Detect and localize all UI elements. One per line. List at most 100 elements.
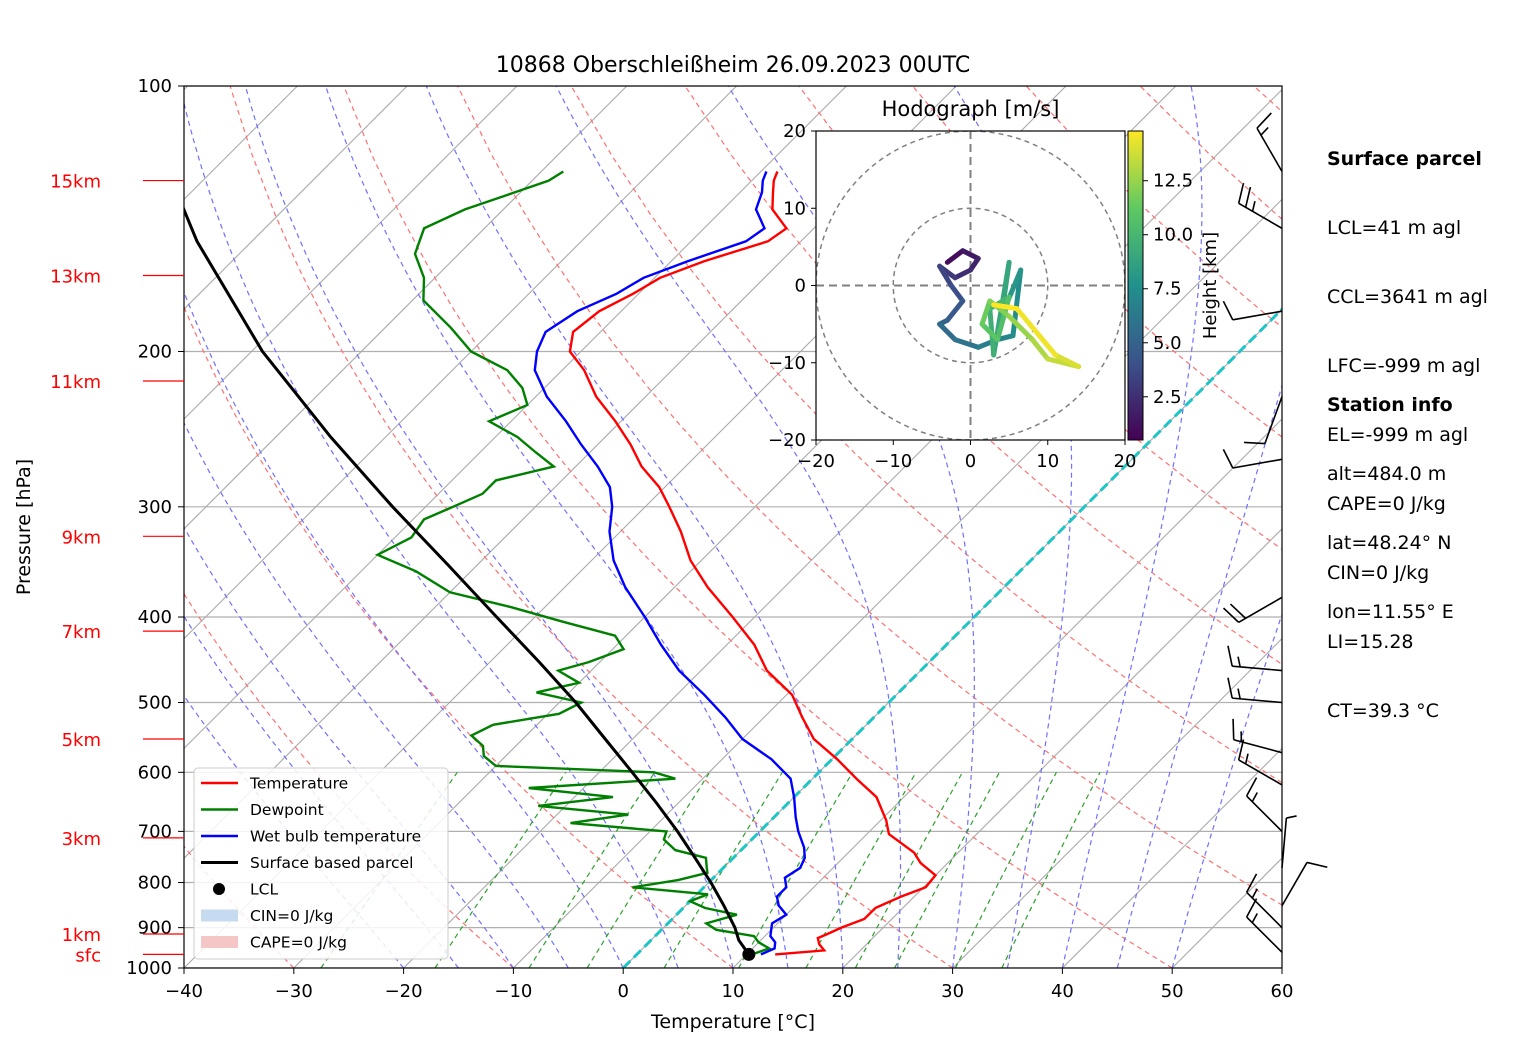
- hodograph-x-tick-label: 20: [1114, 451, 1137, 472]
- hodograph-trace: [991, 302, 1020, 312]
- mixing-ratio-line: [434, 771, 567, 968]
- isotherm-line: [184, 86, 737, 640]
- hodograph-ring: [892, 207, 1049, 364]
- hodograph-trace: [937, 321, 958, 343]
- barb-half: [1251, 913, 1258, 924]
- hodograph-trace: [1006, 313, 1035, 343]
- wind-barb: [1222, 300, 1283, 321]
- moist-adiabat: [1171, 612, 1282, 968]
- barb-flag: [1237, 182, 1245, 204]
- hodograph-trace: [979, 321, 1001, 343]
- y-axis-label: Pressure [hPa]: [13, 459, 35, 595]
- x-tick-label: 60: [1271, 981, 1294, 1002]
- moist-adiabat: [325, 86, 789, 968]
- legend-label: Surface based parcel: [250, 854, 413, 872]
- height-label: 3km: [62, 829, 101, 850]
- wind-barb: [1227, 677, 1283, 704]
- wind-barb: [1245, 777, 1283, 832]
- legend-label: CAPE=0 J/kg: [250, 934, 347, 952]
- legend-swatch: [213, 883, 225, 895]
- barb-staff: [1232, 697, 1283, 704]
- height-label: 7km: [62, 622, 101, 643]
- barb-flag: [1227, 677, 1233, 699]
- hodograph-plot: [816, 131, 1125, 440]
- wind-barb: [1222, 596, 1283, 624]
- colorbar-tick-label: 2.5: [1153, 387, 1182, 408]
- barb-staff: [1232, 310, 1283, 321]
- y-tick-label: 700: [138, 821, 172, 842]
- legend-swatch: [201, 909, 238, 922]
- surface-parcel-title: Surface parcel: [1327, 148, 1482, 170]
- barb-staff: [1232, 665, 1283, 672]
- station-info-line: lon=11.55° E: [1327, 601, 1454, 623]
- lcl-point: [742, 947, 756, 961]
- y-tick-label: 500: [138, 692, 172, 713]
- series-line: [533, 171, 807, 956]
- barb-flag: [1237, 739, 1245, 761]
- wind-barb: [1237, 739, 1283, 786]
- height-label: sfc: [75, 945, 101, 966]
- x-tick-label: 30: [941, 981, 964, 1002]
- hodograph-trace: [1052, 352, 1082, 370]
- hodograph-trace: [952, 267, 973, 281]
- barb-flag: [1244, 441, 1265, 445]
- colorbar-tick-label: 5.0: [1153, 333, 1182, 354]
- wind-barb: [1281, 861, 1328, 907]
- y-tick-label: 300: [138, 497, 172, 518]
- hodograph-x-tick-label: −10: [874, 451, 912, 472]
- barb-flag: [1229, 603, 1247, 619]
- barb-staff: [1246, 795, 1283, 832]
- barb-flag: [1227, 645, 1233, 667]
- surface-parcel-line: CIN=0 J/kg: [1327, 562, 1430, 584]
- barb-staff: [1256, 127, 1283, 172]
- barb-flag: [1232, 718, 1235, 740]
- axes: −40 −30 −20 −10 0 10 20 30 40 50 60100200300400500…: [50, 76, 1293, 1002]
- mixing-ratio-line: [586, 771, 711, 968]
- barb-flag: [1306, 861, 1328, 869]
- hodograph-inset: −20−20 −10 −10 0 0 10 10 20 20 Hodograph [m/s] 2.5…: [768, 97, 1221, 472]
- barb-staff: [1246, 916, 1283, 953]
- series-line: [568, 171, 938, 956]
- mixing-ratio-line: [663, 771, 783, 968]
- surface-parcel-line: EL=-999 m agl: [1327, 424, 1469, 446]
- surface-parcel-line: LI=15.28: [1327, 631, 1414, 653]
- barb-staff: [1238, 759, 1283, 786]
- wind-barb: [1232, 718, 1283, 754]
- barb-flag: [1222, 300, 1234, 321]
- x-axis-label: Temperature [°C]: [650, 1011, 815, 1033]
- wind-barb: [1222, 448, 1283, 469]
- barb-flag: [1222, 607, 1240, 623]
- barb-staff: [1246, 891, 1283, 929]
- moist-adiabat: [555, 86, 902, 968]
- colorbar: [1127, 130, 1144, 441]
- isotherm-line: [184, 86, 628, 530]
- isotherm-line: [952, 637, 1282, 968]
- zero-isotherm: [622, 307, 1282, 968]
- y-tick-label: 1000: [126, 958, 172, 979]
- moist-adiabat: [1061, 86, 1203, 968]
- hodograph-y-tick-label: −20: [768, 430, 806, 451]
- hodograph-trace: [1029, 337, 1051, 362]
- x-tick-label: −40: [165, 981, 203, 1002]
- surface-parcel-line: LCL=41 m agl: [1327, 217, 1462, 239]
- series-line: [184, 205, 751, 956]
- y-tick-label: 100: [138, 76, 172, 97]
- barb-flag: [1244, 186, 1252, 208]
- barb-half: [1237, 688, 1241, 699]
- dry-adiabat: [457, 86, 1282, 906]
- surface-parcel-line: LFC=-999 m agl: [1327, 355, 1481, 377]
- hodograph-title: Hodograph [m/s]: [882, 97, 1060, 121]
- mixing-ratio-line: [954, 772, 1057, 968]
- wind-barb: [1256, 112, 1283, 172]
- moist-adiabat: [184, 290, 624, 968]
- legend-label: CIN=0 J/kg: [250, 907, 333, 925]
- barb-half: [1251, 792, 1258, 803]
- wind-barb: [1227, 645, 1283, 672]
- moist-adiabat: [184, 421, 569, 968]
- hodograph-trace: [952, 337, 981, 350]
- barb-half: [1244, 753, 1249, 765]
- hodograph-trace: [937, 263, 954, 288]
- mixing-ratio-line: [805, 772, 917, 968]
- station-info-title: Station info: [1327, 394, 1453, 416]
